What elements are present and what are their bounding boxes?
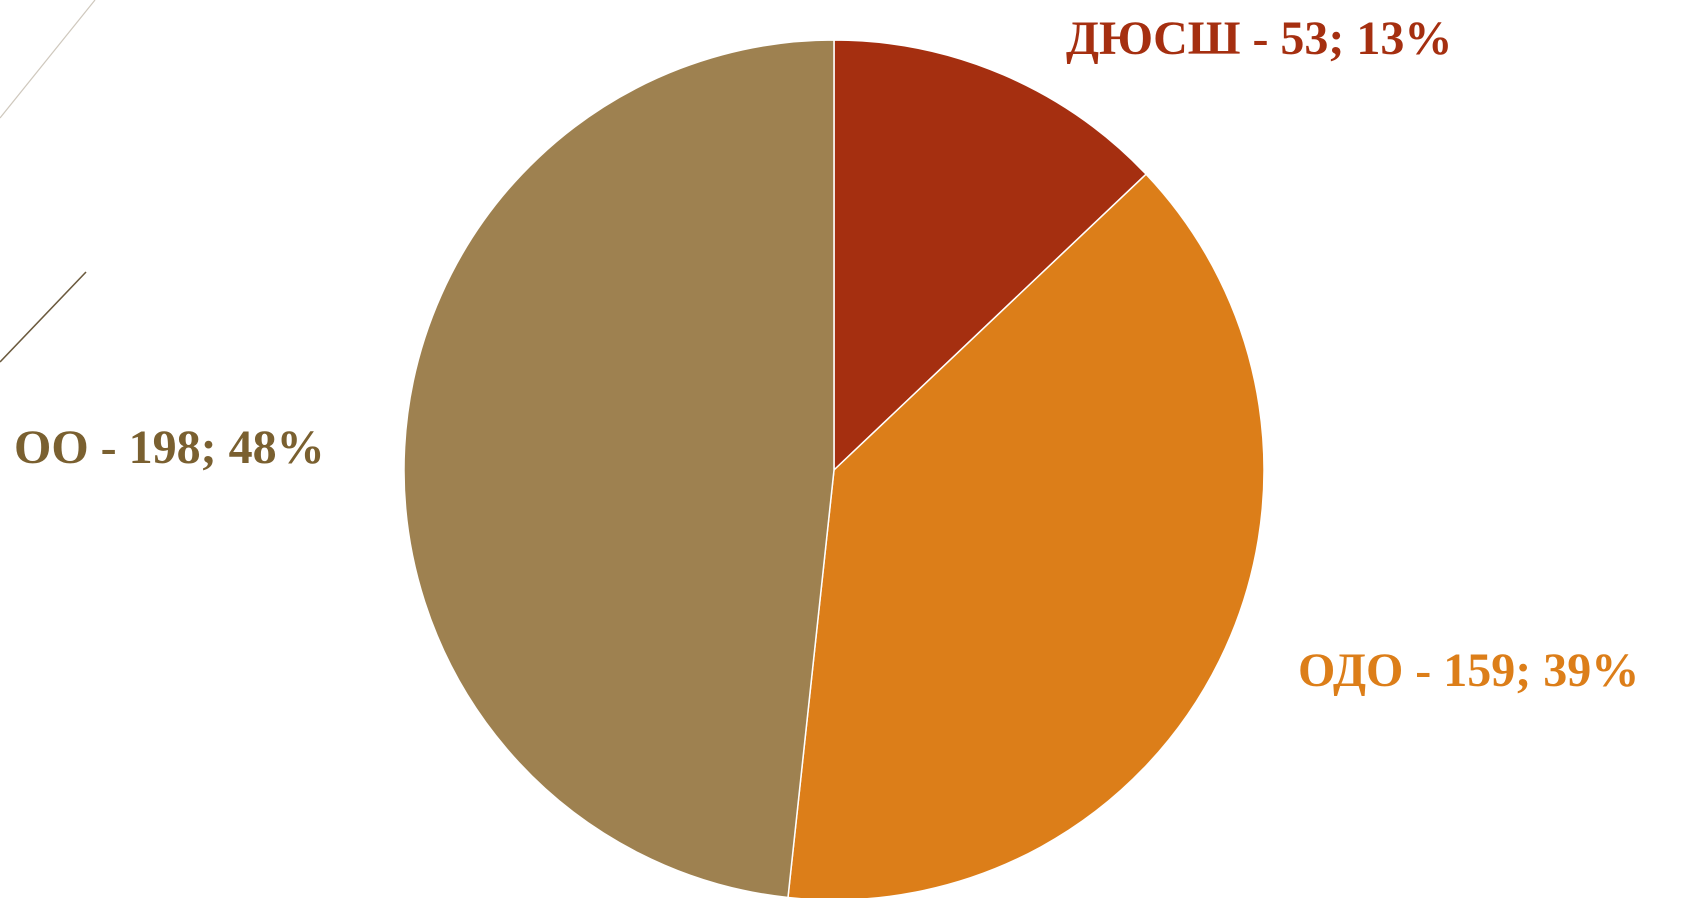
pie-slice-одо — [787, 173, 1265, 898]
slice-label-dyussh: ДЮСШ - 53; 13% — [1066, 12, 1452, 65]
pie-slices — [403, 39, 1265, 898]
slice-label-oo: ОО - 198; 48% — [14, 421, 325, 474]
decorative-line — [0, 0, 96, 119]
decorative-line — [0, 271, 87, 363]
slice-label-odo: ОДО - 159; 39% — [1298, 644, 1639, 697]
pie-slice-дюсш — [833, 39, 1148, 472]
pie-slice-оо — [403, 39, 835, 898]
